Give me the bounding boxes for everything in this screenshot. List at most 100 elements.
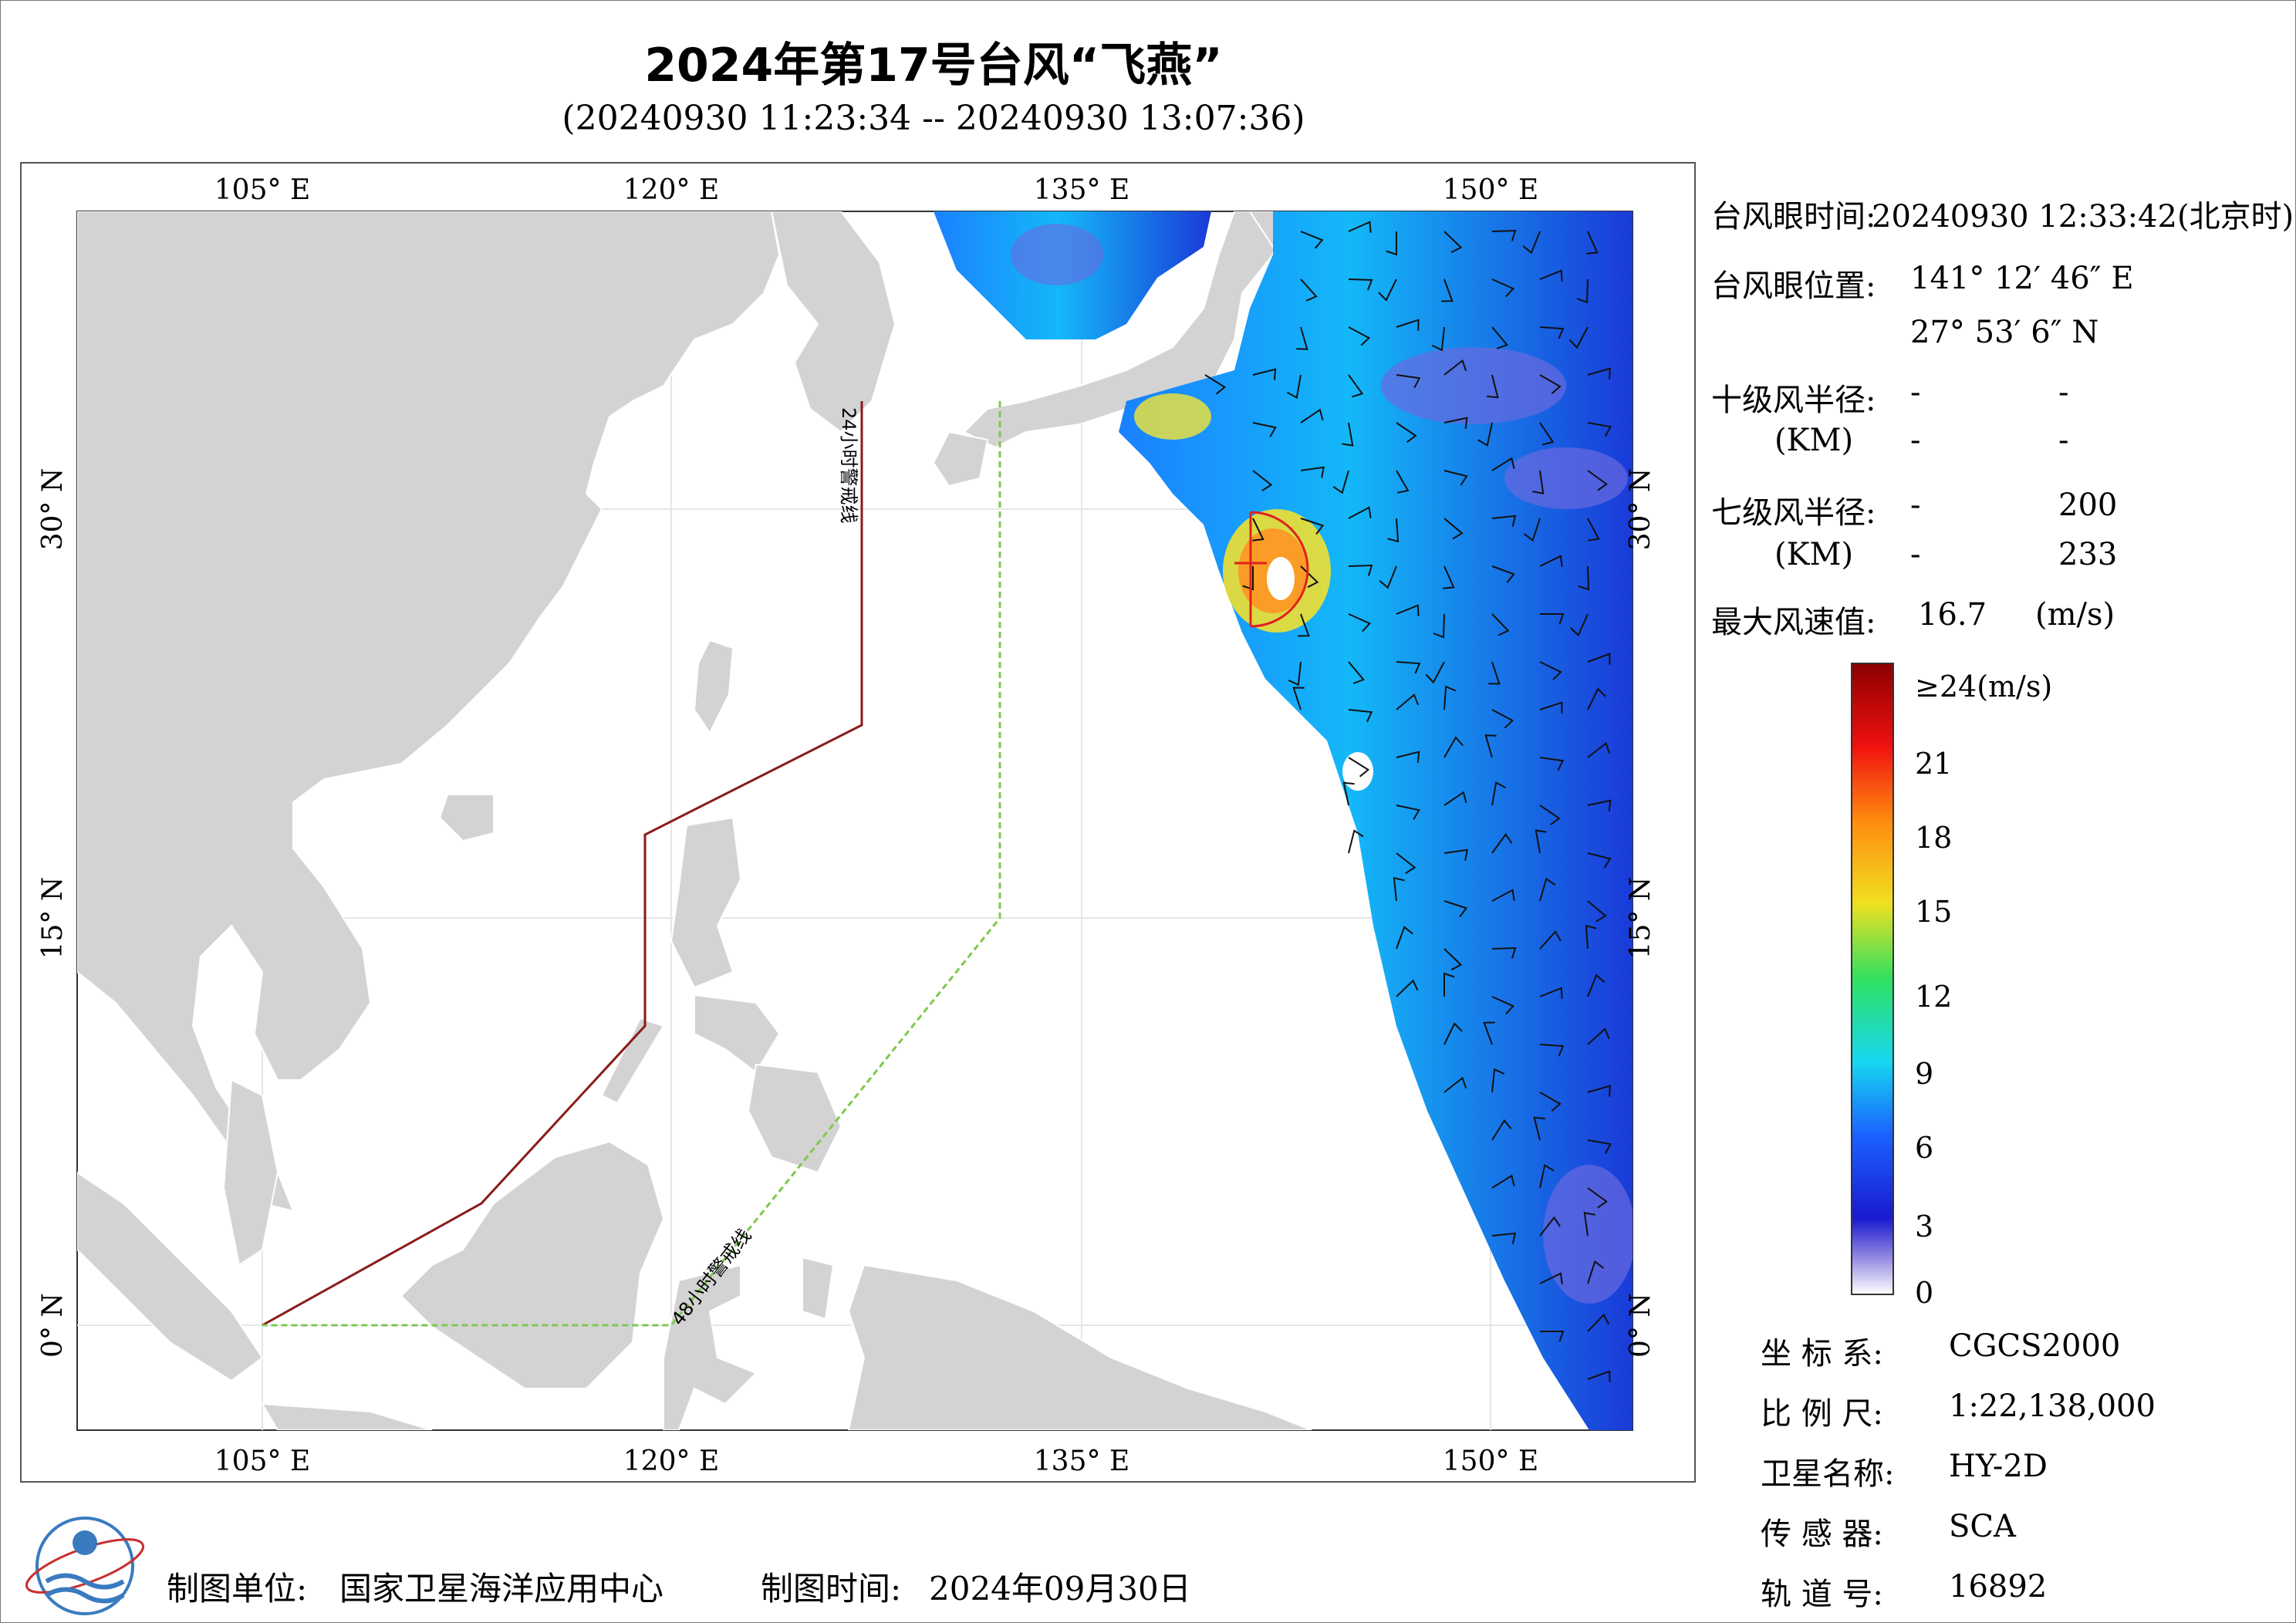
wind-barb xyxy=(1587,1313,1610,1332)
sat-value: HY-2D xyxy=(1949,1449,2048,1484)
footer-time-label: 制图时间: xyxy=(761,1570,902,1608)
wind-barb xyxy=(1396,374,1421,389)
warning-line-48h xyxy=(262,401,1001,1327)
wind-barb xyxy=(1587,518,1600,542)
sensor-row: 传 感 器: SCA xyxy=(1761,1509,2016,1554)
wind-barb xyxy=(1396,979,1419,997)
wind-barb xyxy=(1491,278,1515,298)
wind-barb xyxy=(1585,924,1597,950)
wind-barb xyxy=(1300,466,1325,478)
wind-barb xyxy=(1443,791,1467,806)
wind-barb xyxy=(1396,693,1419,710)
wind-barb xyxy=(1583,1212,1595,1237)
wind-barb xyxy=(1300,231,1324,249)
wind-barb xyxy=(1491,229,1517,241)
lon-tick: 120° E xyxy=(623,1446,719,1477)
lat-ticks-right: 30° N 15° N 0° N xyxy=(1625,468,1656,1358)
wind-barb xyxy=(1587,799,1612,812)
colorbar-label: 0 xyxy=(1915,1276,1934,1310)
wind-barb xyxy=(1569,613,1589,637)
max-wind-unit: (m/s) xyxy=(2035,597,2115,633)
wind-barb xyxy=(1300,518,1325,535)
wind-barb xyxy=(1298,613,1310,637)
wind-barb xyxy=(1586,231,1599,255)
wind-barb xyxy=(1242,566,1254,591)
wind-barb xyxy=(1443,948,1463,971)
wind-barb xyxy=(1568,326,1589,349)
wind-barb xyxy=(1396,604,1420,616)
wind-barb xyxy=(1348,564,1373,576)
max-wind-value: 16.7 xyxy=(1918,597,1987,633)
r7-val: - xyxy=(1910,488,1921,523)
wind-barb xyxy=(1252,422,1277,437)
wind-barb xyxy=(1348,278,1373,291)
wind-barb xyxy=(1443,231,1463,254)
wind-barb xyxy=(1540,1331,1565,1342)
r10-val: - xyxy=(2058,423,2069,458)
wind-barb xyxy=(1300,278,1318,302)
wind-barb xyxy=(1287,374,1302,400)
wind-barb xyxy=(1587,422,1612,437)
wind-barb xyxy=(1587,470,1609,491)
footer-unit-value: 国家卫星海洋应用中心 xyxy=(339,1570,664,1608)
wind-barb xyxy=(1443,518,1464,540)
wind-barb xyxy=(1539,877,1556,902)
r10-unit: (KM) xyxy=(1774,423,1854,458)
lat-tick: 0° N xyxy=(37,1293,69,1358)
wind-barb xyxy=(1443,470,1468,486)
r7-unit: (KM) xyxy=(1774,537,1854,572)
wind-barb xyxy=(1491,709,1514,729)
wind-barb xyxy=(1587,1260,1605,1284)
wind-barb xyxy=(1491,1068,1505,1093)
lat-tick: 30° N xyxy=(37,468,69,551)
wind-barb xyxy=(1396,470,1410,494)
wind-barb xyxy=(1540,613,1565,625)
lon-tick: 135° E xyxy=(1034,1446,1129,1477)
footer-unit-label: 制图单位: xyxy=(167,1570,308,1608)
eye-pos-label: 台风眼位置: xyxy=(1711,268,1876,304)
warning-line-24h xyxy=(262,401,863,1327)
lon-tick: 105° E xyxy=(214,174,310,206)
wind-barb xyxy=(1443,736,1464,758)
wind-barb xyxy=(1425,661,1445,684)
colorbar-label: 21 xyxy=(1915,747,1953,781)
eye-time-value: 20240930 12:33:42(北京时) xyxy=(1872,199,2294,235)
wind-barb xyxy=(1491,565,1515,583)
wind-barb xyxy=(1292,687,1305,710)
wind-barb xyxy=(1332,470,1349,494)
wind-barb xyxy=(1433,613,1445,639)
wind-barb xyxy=(1443,417,1468,429)
wind-barb xyxy=(1378,278,1397,302)
map-subtitle: (20240930 11:23:34 -- 20240930 13:07:36) xyxy=(562,99,1305,138)
wind-barb xyxy=(1386,231,1397,256)
wind-barb xyxy=(1587,1085,1611,1097)
label-24h-line: 24小时警戒线 xyxy=(838,407,859,524)
max-wind-label: 最大风速值: xyxy=(1711,605,1876,640)
colorbar-label: ≥24(m/s) xyxy=(1915,670,2053,704)
wind-barb xyxy=(1483,1021,1495,1045)
eye-time-label: 台风眼时间: xyxy=(1711,199,1876,235)
wind-barb xyxy=(1587,900,1607,923)
wind-barb xyxy=(1587,687,1606,710)
wind-barb xyxy=(1576,278,1589,304)
r7-val: 200 xyxy=(2058,488,2118,523)
wind-barb xyxy=(1533,1116,1545,1141)
sensor-value: SCA xyxy=(1949,1509,2016,1544)
wind-barb xyxy=(1523,518,1541,542)
wind-barb xyxy=(1539,269,1563,282)
wind-barb xyxy=(1379,565,1397,589)
wind-barb xyxy=(1539,1092,1562,1112)
wind-barb xyxy=(1491,889,1515,902)
lon-ticks-top: 105° E 120° E 135° E 150° E xyxy=(214,174,1538,206)
wind-barb xyxy=(1491,996,1515,1015)
orbit-row: 轨 道 号: 16892 xyxy=(1761,1569,2047,1614)
lat-tick: 30° N xyxy=(1625,468,1656,551)
orbit-value: 16892 xyxy=(1949,1569,2048,1604)
r7-label: 七级风半径: xyxy=(1711,495,1876,531)
wind-barb xyxy=(1539,326,1565,339)
wind-barb xyxy=(1484,734,1497,758)
wind-barb xyxy=(1587,852,1612,869)
wind-barb xyxy=(1443,1076,1467,1093)
wind-barb xyxy=(1396,661,1421,674)
